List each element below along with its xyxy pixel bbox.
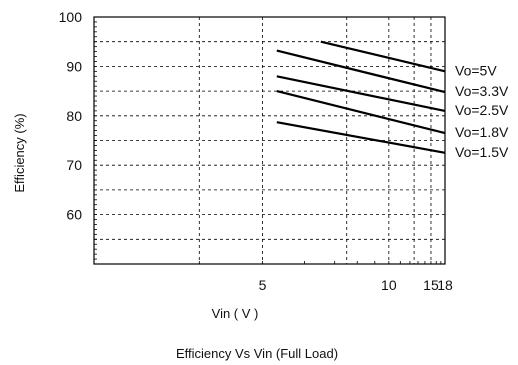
y-tick-label: 70	[66, 157, 82, 173]
x-tick-label: 18	[437, 277, 453, 293]
chart-title: Efficiency Vs Vin (Full Load)	[176, 346, 338, 361]
x-axis-label: Vin ( V )	[212, 306, 259, 321]
y-tick-labels: 60 70 80 90 100	[59, 9, 83, 223]
series-label: Vo=1.5V	[455, 144, 509, 160]
series-label: Vo=3.3V	[455, 83, 509, 99]
x-tick-label: 15	[423, 277, 439, 293]
series-label: Vo=1.8V	[455, 124, 509, 140]
series-label: Vo=5V	[455, 62, 497, 78]
series-line	[276, 49, 446, 94]
y-tick-label: 90	[66, 58, 82, 74]
series-labels: Vo=5V Vo=3.3V Vo=2.5V Vo=1.8V Vo=1.5V	[455, 62, 509, 160]
series-line	[276, 121, 446, 154]
y-axis-label: Efficiency (%)	[12, 113, 27, 192]
series-line	[276, 90, 446, 135]
series-lines	[276, 40, 446, 154]
x-tick-label: 10	[381, 277, 397, 293]
series-label: Vo=2.5V	[455, 102, 509, 118]
y-tick-label: 60	[66, 207, 82, 223]
series-line	[320, 40, 446, 73]
series-line	[276, 75, 446, 112]
x-tick-label: 5	[259, 277, 267, 293]
y-tick-label: 80	[66, 108, 82, 124]
minor-ticks	[94, 21, 442, 264]
y-tick-label: 100	[59, 9, 83, 25]
grid-lines	[94, 17, 445, 264]
